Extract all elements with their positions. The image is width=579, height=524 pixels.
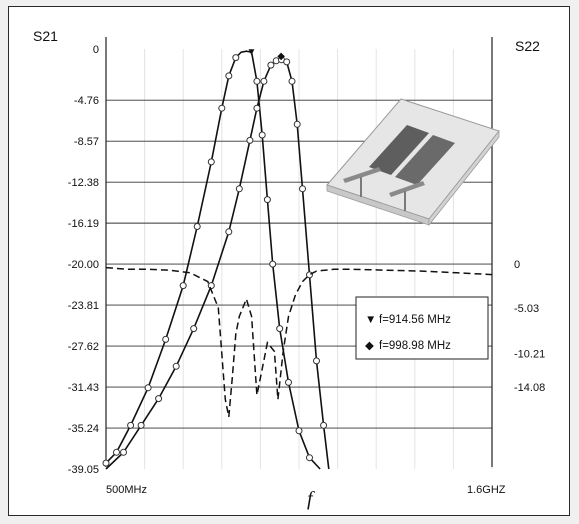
- left-tick-label: -39.05: [68, 464, 99, 476]
- data-point-marker: [120, 448, 127, 456]
- data-point-marker: [267, 61, 275, 69]
- data-point-marker: [225, 228, 233, 236]
- data-point-marker: [190, 325, 198, 333]
- data-point-marker: [102, 459, 110, 467]
- data-point-marker: [260, 77, 268, 85]
- legend-label-1: f=914.56 MHz: [379, 314, 451, 326]
- data-point-marker: [225, 72, 233, 80]
- right-tick-label: -10.21: [514, 348, 545, 360]
- data-point-marker: [144, 384, 152, 392]
- data-point-marker: [288, 77, 296, 85]
- right-axis-ticks: 0 -5.03 -10.21 -14.08: [514, 259, 545, 394]
- data-point-marker: [276, 325, 284, 333]
- left-tick-label: -4.76: [74, 95, 99, 107]
- legend: ▼ f=914.56 MHz ◆ f=998.98 MHz: [355, 296, 489, 360]
- data-point-marker: [253, 104, 261, 112]
- right-tick-label: -5.03: [514, 303, 539, 315]
- pcb-board-edge-side: [428, 129, 500, 227]
- left-tick-label: -12.38: [68, 177, 99, 189]
- data-point-marker: [283, 58, 291, 66]
- data-point-marker: [263, 196, 271, 204]
- chart-frame: 0 -4.76 -8.57 -12.38 -16.19 -20.00 -23.81 -27.6…: [8, 6, 570, 516]
- right-tick-label: 0: [514, 259, 520, 271]
- data-point-marker: [285, 378, 292, 386]
- data-point-marker: [193, 223, 201, 230]
- left-tick-label: -16.19: [68, 218, 99, 230]
- data-point-marker: [232, 54, 240, 62]
- data-point-marker: [218, 104, 226, 112]
- left-axis-name: S21: [33, 28, 58, 44]
- series-layer: [102, 50, 493, 470]
- left-tick-label: -8.57: [74, 136, 99, 148]
- marker-layer: ▼ ◆: [247, 47, 286, 62]
- legend-label-2: f=998.98 MHz: [379, 340, 451, 352]
- data-point-marker: [295, 427, 303, 435]
- left-tick-label: 0: [93, 44, 99, 56]
- left-tick-label: -27.62: [68, 341, 99, 353]
- right-axis-name: S22: [515, 38, 540, 54]
- data-point-marker: [253, 77, 261, 85]
- data-point-marker: [179, 282, 187, 290]
- data-point-marker: [320, 421, 328, 429]
- pcb-resonator-left: [369, 125, 429, 175]
- resonance-marker-1: ▼: [247, 47, 257, 58]
- data-point-marker: [235, 185, 243, 193]
- data-point-marker: [299, 185, 306, 193]
- series-line-1: [105, 50, 321, 470]
- left-tick-label: -35.24: [68, 423, 99, 435]
- legend-box: [355, 296, 489, 360]
- s-parameter-chart: 0 -4.76 -8.57 -12.38 -16.19 -20.00 -23.81 -27.6…: [33, 28, 545, 510]
- data-point-marker: [306, 454, 313, 462]
- pcb-resonator-right: [395, 135, 455, 185]
- data-point-marker: [269, 260, 277, 268]
- data-point-marker: [207, 158, 215, 166]
- x-axis-name: f: [307, 488, 315, 510]
- data-point-marker: [162, 335, 170, 343]
- left-tick-label: -20.00: [68, 259, 99, 271]
- pcb-feed-left: [343, 167, 381, 183]
- legend-marker-1: ▼: [365, 314, 376, 326]
- left-axis-ticks: 0 -4.76 -8.57 -12.38 -16.19 -20.00 -23.81 -27.6…: [68, 44, 99, 476]
- resonance-marker-2: ◆: [277, 51, 285, 62]
- series-line-3: [105, 266, 493, 418]
- data-point-marker: [137, 421, 145, 429]
- legend-marker-2: ◆: [365, 340, 375, 352]
- data-point-marker: [313, 357, 320, 365]
- left-tick-label: -31.43: [68, 382, 99, 394]
- x-axis-min-label: 500MHz: [106, 484, 147, 496]
- data-point-marker: [246, 136, 254, 144]
- data-point-marker: [207, 282, 215, 290]
- data-point-marker: [172, 362, 180, 370]
- data-point-marker: [127, 421, 135, 429]
- data-point-marker: [113, 448, 120, 456]
- data-point-marker: [155, 395, 163, 403]
- data-point-marker: [258, 131, 266, 139]
- pcb-feed-right: [389, 181, 425, 197]
- x-axis-max-label: 1.6GHZ: [467, 484, 506, 496]
- pcb-inset-drawing: [326, 98, 500, 227]
- data-point-marker: [293, 120, 301, 128]
- right-tick-label: -14.08: [514, 382, 545, 394]
- left-tick-label: -23.81: [68, 300, 99, 312]
